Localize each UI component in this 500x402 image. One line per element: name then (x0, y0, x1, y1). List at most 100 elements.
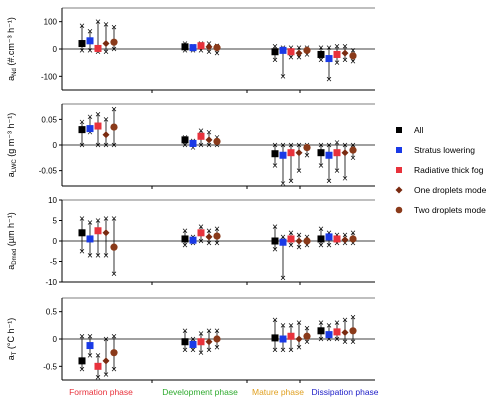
point-all (271, 150, 279, 158)
y-tick-label: 0 (53, 45, 58, 54)
point-stratus-lowering (86, 37, 94, 45)
point-radiative-thick-fog (287, 48, 295, 56)
phase-group-4 (317, 314, 357, 344)
y-axis-label: aNd (#.cm⁻³ h⁻¹) (6, 17, 18, 81)
error-cap-high (326, 142, 332, 148)
legend-item: Stratus lowering (396, 145, 475, 155)
error-cap-high (288, 230, 294, 236)
point-one-droplets-mode (295, 335, 303, 343)
error-cap-high (206, 328, 212, 334)
error-cap-high (280, 323, 286, 328)
point-one-droplets-mode (205, 136, 213, 144)
point-stratus-lowering (279, 238, 287, 246)
point-two-droplets-mode (303, 46, 311, 54)
error-cap-low (206, 347, 212, 353)
point-one-droplets-mode (102, 40, 110, 48)
point-two-droplets-mode (349, 235, 357, 243)
error-cap-low (280, 181, 286, 186)
panel-3: -10 -5 0 5 10 aDmed (µm h⁻¹) (6, 196, 375, 287)
phase-group-2 (181, 224, 221, 248)
error-cap-high (214, 328, 220, 334)
point-two-droplets-mode (303, 332, 311, 340)
error-cap-high (111, 216, 117, 221)
point-radiative-thick-fog (287, 149, 295, 157)
error-cap-low (280, 275, 286, 281)
point-one-droplets-mode (341, 236, 349, 244)
point-radiative-thick-fog (197, 132, 205, 140)
point-stratus-lowering (189, 139, 197, 147)
error-cap-high (87, 114, 93, 120)
error-cap-high (79, 334, 85, 339)
error-cap-high (350, 230, 356, 236)
legend-label: Two droplets mode (414, 205, 486, 215)
point-all (271, 334, 279, 342)
error-cap-high (318, 226, 324, 231)
y-tick-label: 0 (53, 141, 58, 150)
error-cap-low (103, 49, 109, 54)
error-cap-low (206, 142, 212, 148)
error-cap-low (214, 344, 220, 350)
point-all (271, 48, 279, 56)
error-cap-low (214, 50, 220, 56)
legend-item: Two droplets mode (395, 205, 486, 215)
point-two-droplets-mode (213, 335, 221, 343)
phase-group-2 (181, 41, 221, 56)
error-cap-high (111, 24, 117, 30)
error-cap-low (182, 142, 188, 148)
phase-group-2 (181, 328, 221, 355)
phase-group-3 (271, 317, 311, 353)
error-cap-low (206, 240, 212, 246)
error-cap-low (304, 153, 310, 158)
point-stratus-lowering (325, 331, 333, 339)
point-stratus-lowering (279, 335, 287, 343)
error-cap-low (318, 242, 324, 248)
point-one-droplets-mode (341, 49, 349, 57)
error-cap-low (103, 372, 109, 377)
legend-marker (396, 127, 402, 133)
error-cap-high (206, 129, 212, 135)
error-cap-low (103, 142, 109, 148)
y-tick-label: -5 (50, 258, 58, 267)
legend-marker (395, 186, 403, 194)
error-cap-high (103, 336, 109, 342)
error-cap-high (318, 45, 324, 50)
error-cap-low (342, 339, 348, 344)
point-two-droplets-mode (349, 146, 357, 154)
error-cap-high (288, 142, 294, 148)
error-cap-high (296, 142, 302, 148)
error-cap-high (182, 228, 188, 233)
error-cap-low (288, 178, 294, 184)
error-cap-high (350, 142, 356, 148)
point-radiative-thick-fog (197, 42, 205, 50)
error-cap-low (111, 142, 117, 148)
y-tick-label: -0.05 (39, 167, 58, 176)
point-radiative-thick-fog (287, 235, 295, 243)
error-cap-high (350, 48, 356, 53)
point-one-droplets-mode (102, 357, 110, 365)
error-cap-low (198, 142, 204, 148)
point-radiative-thick-fog (333, 235, 341, 243)
error-cap-low (334, 60, 340, 65)
error-cap-high (198, 224, 204, 229)
legend-label: One droplets mode (414, 185, 487, 195)
point-radiative-thick-fog (94, 122, 102, 130)
error-cap-high (296, 45, 302, 50)
error-cap-high (214, 226, 220, 231)
error-cap-low (350, 59, 356, 64)
point-two-droplets-mode (110, 243, 118, 251)
error-cap-high (79, 216, 85, 221)
point-radiative-thick-fog (333, 149, 341, 157)
point-two-droplets-mode (213, 44, 221, 52)
error-cap-low (288, 347, 294, 353)
error-cap-low (296, 168, 302, 173)
phase-group-4 (317, 226, 357, 248)
error-cap-low (326, 76, 332, 82)
error-cap-high (342, 317, 348, 323)
phase-group-3 (271, 224, 311, 281)
category-label: Dissipation phase (311, 387, 378, 397)
error-cap-low (326, 178, 332, 184)
error-cap-high (304, 325, 310, 331)
phase-group-2 (181, 128, 221, 150)
